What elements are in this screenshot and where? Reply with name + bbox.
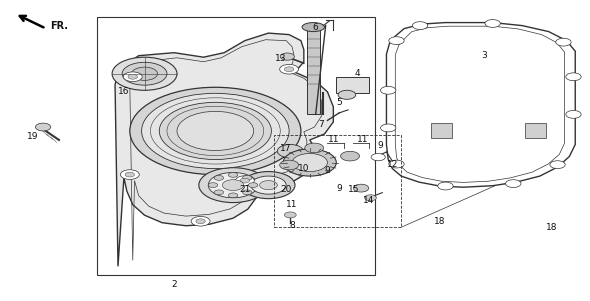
Text: 6: 6 <box>313 23 319 32</box>
Text: 3: 3 <box>481 51 487 60</box>
Circle shape <box>485 20 500 27</box>
Circle shape <box>214 175 224 180</box>
Circle shape <box>506 180 521 188</box>
Circle shape <box>123 72 142 82</box>
Circle shape <box>412 22 428 29</box>
Text: 14: 14 <box>363 196 375 205</box>
Text: 15: 15 <box>348 185 360 194</box>
Text: 18: 18 <box>546 223 558 232</box>
Circle shape <box>228 193 238 198</box>
Circle shape <box>222 180 244 191</box>
Circle shape <box>566 110 581 118</box>
Circle shape <box>214 190 224 195</box>
Circle shape <box>122 62 167 85</box>
Bar <box>274 135 401 227</box>
Circle shape <box>199 168 267 203</box>
Circle shape <box>142 93 289 169</box>
Circle shape <box>340 151 359 161</box>
Text: 17: 17 <box>280 144 292 154</box>
Circle shape <box>196 219 205 224</box>
Circle shape <box>284 212 296 218</box>
Text: 10: 10 <box>298 164 310 173</box>
Circle shape <box>242 175 252 180</box>
Circle shape <box>112 57 177 90</box>
Text: 21: 21 <box>239 185 251 194</box>
Circle shape <box>284 67 294 72</box>
Bar <box>336 77 369 93</box>
Circle shape <box>381 86 396 94</box>
Circle shape <box>365 195 376 201</box>
Circle shape <box>242 172 295 199</box>
Circle shape <box>556 38 571 46</box>
Circle shape <box>381 124 396 132</box>
Bar <box>431 123 452 138</box>
Text: FR.: FR. <box>50 20 68 31</box>
Circle shape <box>228 172 238 177</box>
Circle shape <box>292 154 327 172</box>
Text: 9: 9 <box>378 141 384 150</box>
Circle shape <box>235 176 254 185</box>
Circle shape <box>389 160 404 168</box>
Circle shape <box>389 37 404 45</box>
Circle shape <box>191 216 210 226</box>
Circle shape <box>159 102 271 160</box>
Polygon shape <box>386 23 575 187</box>
Bar <box>525 123 546 138</box>
Circle shape <box>248 183 258 188</box>
Text: 11: 11 <box>357 135 369 144</box>
Circle shape <box>438 182 453 190</box>
Circle shape <box>280 160 299 170</box>
Text: 9: 9 <box>336 184 342 193</box>
Ellipse shape <box>302 23 324 32</box>
Circle shape <box>277 144 303 158</box>
Circle shape <box>550 161 565 169</box>
Circle shape <box>251 176 286 194</box>
Circle shape <box>208 183 218 188</box>
Circle shape <box>128 74 137 79</box>
Polygon shape <box>97 17 375 275</box>
Text: 5: 5 <box>336 98 342 107</box>
Circle shape <box>305 143 324 153</box>
Circle shape <box>130 87 301 175</box>
Text: 11: 11 <box>327 135 339 144</box>
Circle shape <box>177 111 254 150</box>
Circle shape <box>260 181 277 190</box>
Text: 20: 20 <box>280 185 292 194</box>
Circle shape <box>120 170 139 179</box>
Circle shape <box>125 172 135 177</box>
Text: 7: 7 <box>319 120 324 129</box>
Circle shape <box>280 53 294 60</box>
Circle shape <box>371 154 385 161</box>
Text: 9: 9 <box>324 166 330 175</box>
Circle shape <box>208 172 258 198</box>
Circle shape <box>240 178 250 183</box>
Circle shape <box>353 184 369 192</box>
Circle shape <box>242 190 252 195</box>
Polygon shape <box>115 33 333 266</box>
Text: 8: 8 <box>289 221 295 230</box>
Text: 11: 11 <box>286 200 298 209</box>
Circle shape <box>132 67 158 80</box>
Circle shape <box>338 90 356 99</box>
Circle shape <box>566 73 581 81</box>
Text: 19: 19 <box>27 132 38 141</box>
Text: 18: 18 <box>434 217 445 226</box>
Text: 2: 2 <box>171 280 177 289</box>
Text: 12: 12 <box>386 160 398 169</box>
Bar <box>307 29 320 114</box>
Text: 13: 13 <box>274 54 286 63</box>
Circle shape <box>280 64 299 74</box>
Text: 16: 16 <box>118 87 130 96</box>
Circle shape <box>35 123 51 131</box>
Circle shape <box>283 149 336 176</box>
Text: 4: 4 <box>354 69 360 78</box>
